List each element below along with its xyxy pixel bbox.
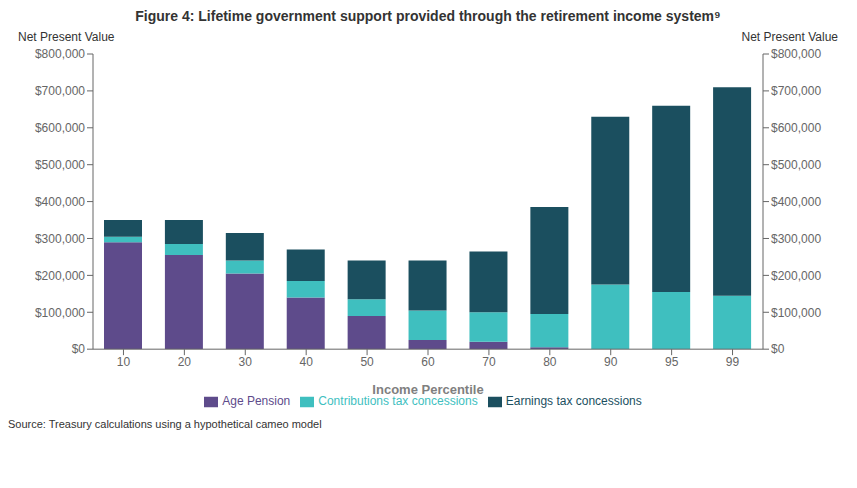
svg-text:99: 99: [726, 355, 740, 369]
svg-text:$500,000: $500,000: [771, 158, 821, 172]
svg-text:$200,000: $200,000: [35, 269, 85, 283]
svg-text:Income Percentile: Income Percentile: [372, 382, 483, 397]
svg-text:$500,000: $500,000: [35, 158, 85, 172]
svg-text:30: 30: [239, 355, 253, 369]
svg-text:70: 70: [482, 355, 496, 369]
html-text:Net Present Value: Net Present Value: [18, 30, 115, 44]
html-text:Figure 4: Lifetime government: Figure 4: Lifetime government support pr…: [135, 8, 721, 24]
svg-text:$700,000: $700,000: [771, 84, 821, 98]
svg-text:80: 80: [543, 355, 557, 369]
svg-text:20: 20: [178, 355, 192, 369]
svg-text:$400,000: $400,000: [771, 195, 821, 209]
svg-text:10: 10: [117, 355, 131, 369]
svg-text:$800,000: $800,000: [771, 47, 821, 61]
svg-text:$100,000: $100,000: [771, 306, 821, 320]
svg-text:$300,000: $300,000: [771, 232, 821, 246]
svg-text:$100,000: $100,000: [35, 306, 85, 320]
html-text:Earnings tax concessions: Earnings tax concessions: [505, 394, 642, 409]
svg-text:50: 50: [360, 355, 374, 369]
svg-text:$600,000: $600,000: [771, 121, 821, 135]
svg-text:$200,000: $200,000: [771, 269, 821, 283]
svg-text:$300,000: $300,000: [35, 232, 85, 246]
svg-text:$600,000: $600,000: [35, 121, 85, 135]
svg-text:$0: $0: [771, 342, 785, 356]
svg-text:60: 60: [421, 355, 435, 369]
html-text:Source: Treasury calculations: Source: Treasury calculations using a hy…: [8, 418, 322, 430]
svg-text:40: 40: [300, 355, 314, 369]
svg-text:$0: $0: [72, 342, 86, 356]
svg-text:95: 95: [665, 355, 679, 369]
html-text:Age Pension: Age Pension: [222, 394, 291, 409]
svg-text:$700,000: $700,000: [35, 84, 85, 98]
svg-text:$400,000: $400,000: [35, 195, 85, 209]
svg-text:$800,000: $800,000: [35, 47, 85, 61]
svg-text:90: 90: [604, 355, 618, 369]
html-text:Contributions tax concessions: Contributions tax concessions: [318, 394, 478, 409]
html-text:Net Present Value: Net Present Value: [741, 30, 838, 44]
